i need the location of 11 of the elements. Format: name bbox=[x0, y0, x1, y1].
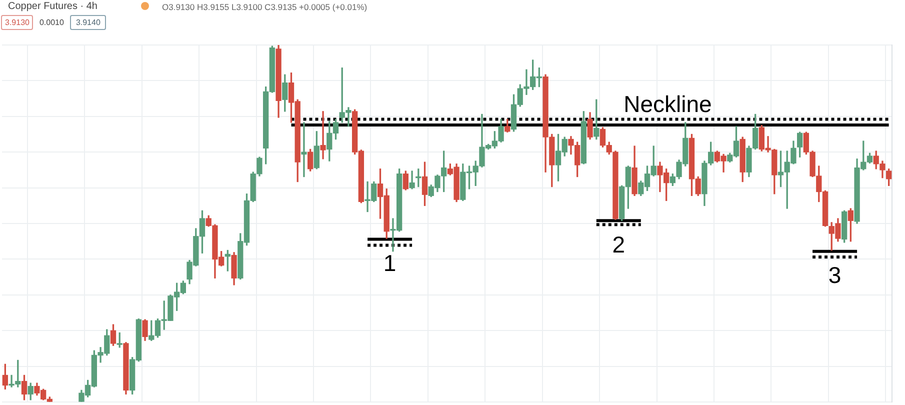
series-label: 1 bbox=[383, 250, 396, 276]
chart-title: Copper Futures · 4h bbox=[8, 1, 98, 12]
candlestick bbox=[301, 122, 307, 178]
chart-subtitle: O3.9130 H3.9155 L3.9100 C3.9135 +0.0005 (+0.01%) bbox=[162, 2, 368, 12]
series-label: Neckline bbox=[624, 90, 712, 117]
text: 3.9140 bbox=[70, 15, 106, 30]
text: 3.9130 bbox=[1, 15, 34, 30]
series-label: 2 bbox=[612, 231, 626, 258]
candlestick bbox=[320, 111, 326, 160]
text: 0.0010 bbox=[38, 17, 65, 29]
series-label: 3 bbox=[828, 262, 842, 288]
